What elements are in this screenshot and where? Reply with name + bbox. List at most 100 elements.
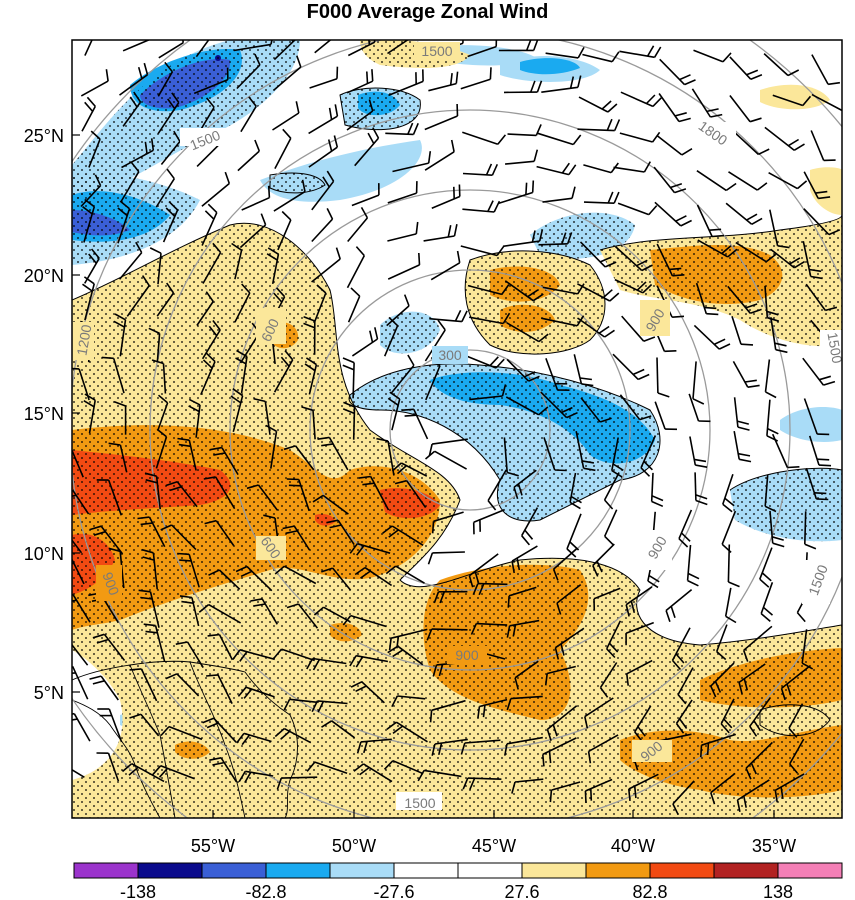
wind-barb-feather (672, 803, 679, 816)
wind-barb-feather (487, 200, 494, 212)
wind-barb-feather (554, 647, 560, 660)
wind-barb-feather (394, 479, 407, 485)
wind-barb-staff (245, 686, 275, 698)
wind-barb-feather (569, 76, 575, 89)
wind-barb-feather (679, 74, 691, 81)
wind-barb-staff (803, 208, 830, 236)
wind-barb-feather (231, 242, 243, 251)
wind-barb-feather (353, 763, 364, 772)
wind-barb-staff (692, 361, 697, 399)
wind-barb-staff (357, 542, 391, 554)
wind-barb-staff (360, 738, 392, 743)
wind-barb-feather (678, 538, 689, 548)
wind-barb-feather (678, 718, 688, 729)
wind-barb-feather (235, 357, 247, 365)
wind-barb-staff (554, 627, 585, 649)
wind-barb-feather (204, 519, 217, 525)
wind-barb-staff (462, 208, 495, 213)
wind-barb-feather (516, 557, 521, 571)
wind-barb-feather (349, 655, 357, 667)
wind-barb-feather (317, 436, 330, 440)
wind-barb-staff (387, 192, 417, 204)
wind-barb-staff (188, 440, 197, 471)
wind-barb-feather (687, 572, 700, 580)
colorbar: -138 -82.8 -27.6 27.6 82.8 138 (73, 862, 843, 900)
wind-barb-feather (745, 767, 752, 780)
wind-barb-feather (710, 685, 717, 698)
wind-barb-staff (283, 565, 317, 585)
wind-barb-feather (604, 535, 614, 546)
wind-barb-feather (681, 148, 693, 156)
wind-barb-staff (387, 233, 417, 242)
wind-barb-staff (218, 569, 241, 590)
wind-barb-staff (423, 235, 455, 242)
wind-barb-staff (323, 606, 351, 623)
wind-barb-feather (712, 234, 725, 238)
wind-barb-staff (781, 665, 811, 690)
wind-barb-staff (603, 509, 618, 537)
wind-barb-staff (677, 667, 694, 695)
wind-barb-feather (108, 442, 121, 446)
wind-barb-feather (83, 276, 95, 285)
wind-barb-staff (240, 356, 248, 394)
wind-barb-feather (274, 565, 285, 575)
wind-barb-staff (400, 462, 428, 477)
wind-barb-feather (253, 603, 266, 607)
wind-barb-staff (540, 391, 568, 419)
wind-barb-feather (700, 745, 703, 758)
wind-barb-staff (811, 93, 842, 112)
wind-barb-feather (424, 450, 436, 460)
wind-barb-feather (177, 552, 190, 556)
wind-barb-staff (217, 674, 233, 704)
wind-barb-staff (100, 525, 124, 555)
wind-barb-feather (208, 569, 220, 576)
wind-barb-staff (72, 594, 91, 623)
wind-barb-feather (305, 357, 317, 366)
wind-barb-feather (695, 494, 708, 500)
wind-barb-staff (107, 479, 123, 516)
wind-barb-feather (334, 104, 339, 117)
wind-barb-feather (391, 462, 402, 472)
significance-contours (72, 87, 842, 737)
wind-barb-feather (204, 210, 215, 220)
wind-barb-feather (254, 53, 261, 66)
wind-barb-feather (333, 135, 339, 148)
wind-barb-feather (680, 219, 692, 227)
wind-barb-staff (694, 472, 697, 501)
wind-barb-feather (613, 191, 620, 204)
wind-barb-staff (72, 557, 85, 585)
wind-barb-feather (368, 99, 374, 112)
wind-barb-staff (337, 519, 355, 546)
wind-barb-staff (693, 324, 720, 350)
wind-barb-feather (207, 633, 220, 637)
wind-barb-staff (735, 241, 767, 263)
wind-barb-staff (733, 430, 740, 460)
wind-barb-feather (523, 371, 536, 378)
wind-barb-staff (155, 476, 161, 510)
wind-barb-feather (634, 731, 643, 742)
wind-barb-feather (342, 364, 355, 371)
wind-barb-feather (239, 651, 248, 662)
wind-barb-staff (119, 74, 148, 96)
wind-barb-feather (114, 313, 126, 321)
wind-barb-staff (619, 132, 653, 143)
wind-barb-feather (248, 96, 257, 107)
wind-barb-staff (240, 105, 257, 133)
wind-barb-staff (556, 583, 582, 604)
wind-barb-feather (202, 359, 213, 369)
wind-barb-staff (117, 208, 131, 244)
wind-barb-staff (429, 317, 462, 323)
wind-barb-staff (695, 282, 708, 314)
wind-barb-feather (460, 742, 466, 755)
wind-barb-staff (221, 447, 239, 476)
wind-barb-feather (449, 73, 453, 86)
wind-barb-staff (772, 94, 804, 107)
wind-barb-feather (592, 565, 599, 577)
wind-barb-feather (552, 724, 558, 737)
wind-barb-staff (696, 170, 727, 192)
wind-barb-staff (294, 445, 315, 471)
wind-barb-staff (672, 780, 695, 805)
wind-barb-feather (142, 556, 155, 561)
wind-barb-feather (739, 458, 752, 463)
